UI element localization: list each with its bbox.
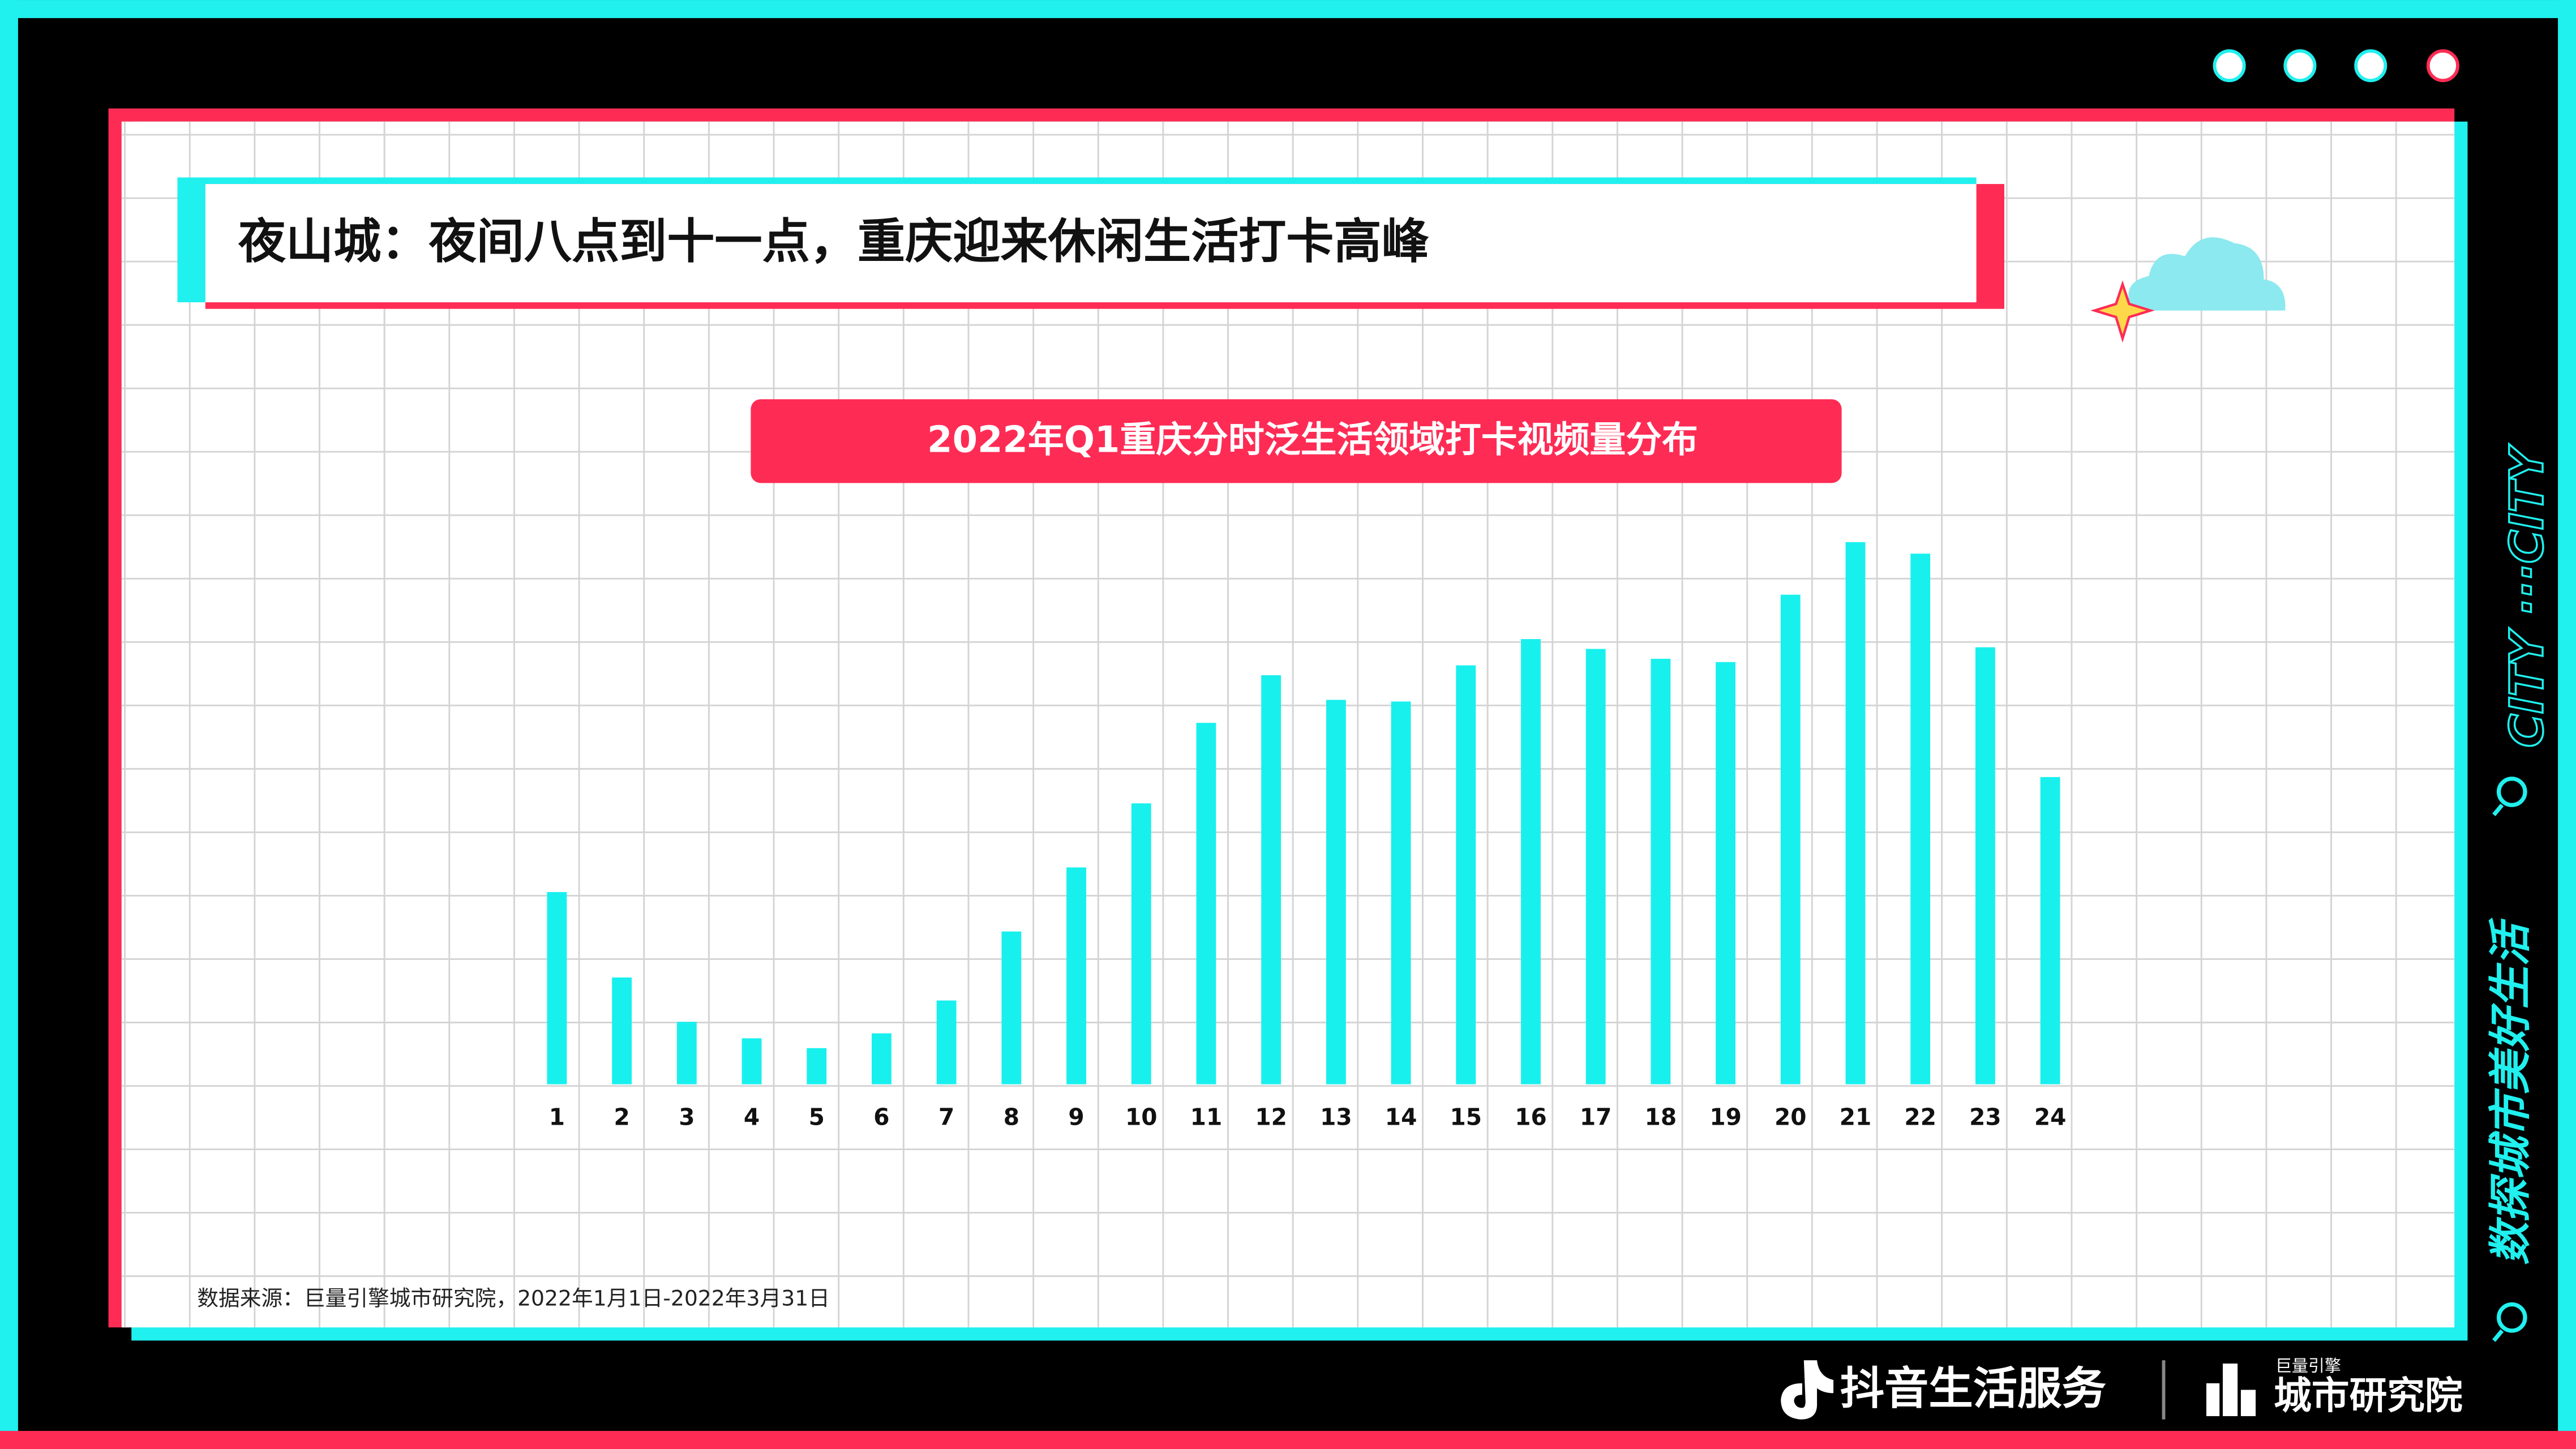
x-tick-label: 18 xyxy=(1645,1104,1677,1131)
side-tag: CITY ···CITY xyxy=(2501,444,2554,747)
side-text: 数探城市美好生活 xyxy=(2485,918,2535,1265)
x-tick-label: 3 xyxy=(679,1104,695,1131)
x-tick-label: 13 xyxy=(1320,1104,1352,1131)
bar xyxy=(1456,665,1476,1084)
footer-divider xyxy=(2162,1360,2166,1420)
bar xyxy=(936,1000,957,1084)
grid xyxy=(121,121,2455,1328)
bar xyxy=(1001,931,1022,1084)
bar xyxy=(1391,701,1411,1084)
x-tick-label: 23 xyxy=(1969,1104,2001,1131)
x-tick-label: 6 xyxy=(873,1104,889,1131)
bar xyxy=(741,1038,762,1084)
x-tick-label: 5 xyxy=(809,1104,825,1131)
panel xyxy=(121,121,2455,1328)
x-tick-label: 20 xyxy=(1775,1104,1807,1131)
bar xyxy=(612,977,632,1084)
bar xyxy=(1066,867,1086,1084)
x-tick-label: 12 xyxy=(1255,1104,1287,1131)
bottom-border xyxy=(0,1431,2576,1449)
bar xyxy=(1716,662,1736,1084)
bar xyxy=(2040,777,2060,1084)
x-tick-label: 22 xyxy=(1904,1104,1936,1131)
page-title: 夜山城：夜间八点到十一点，重庆迎来休闲生活打卡高峰 xyxy=(238,213,1429,269)
x-tick-label: 2 xyxy=(614,1104,629,1131)
bar xyxy=(1845,542,1866,1084)
bar xyxy=(1910,554,1931,1084)
bar xyxy=(547,892,567,1084)
bar xyxy=(807,1048,827,1084)
bar xyxy=(676,1022,697,1084)
chart-title-box xyxy=(751,399,1842,483)
footer-partner: 城市研究院 xyxy=(2274,1374,2463,1418)
x-tick-label: 21 xyxy=(1840,1104,1872,1131)
x-tick-label: 11 xyxy=(1190,1104,1223,1131)
bar xyxy=(1326,700,1346,1084)
footer-partner-small: 巨量引擎 xyxy=(2275,1356,2341,1375)
x-tick-label: 10 xyxy=(1125,1104,1158,1131)
bar xyxy=(1196,723,1216,1084)
bar xyxy=(1585,649,1606,1084)
x-tick-label: 9 xyxy=(1068,1104,1084,1131)
left-border xyxy=(0,0,18,1449)
cloud-decoration xyxy=(2090,237,2286,343)
x-tick-label: 14 xyxy=(1385,1104,1417,1131)
x-tick-label: 1 xyxy=(549,1104,565,1131)
bar xyxy=(872,1033,891,1084)
dots xyxy=(2213,49,2459,83)
top-border xyxy=(0,0,2576,18)
x-tick-label: 7 xyxy=(938,1104,954,1131)
bar xyxy=(1651,658,1671,1084)
x-tick-label: 17 xyxy=(1580,1104,1612,1131)
x-tick-label: 19 xyxy=(1709,1104,1742,1131)
right-border xyxy=(2558,0,2576,1449)
search-icons xyxy=(2492,777,2527,1342)
bar xyxy=(1521,639,1541,1084)
bars: 1 2 3 4 5 6 7 8 9 10 11 12 13 14 15 16 17 18 19 20 21 22 23 24 xyxy=(547,542,2067,1131)
chart-title: 2022年Q1重庆分时泛生活领域打卡视频量分布 xyxy=(927,419,1698,461)
bar xyxy=(1975,647,1995,1084)
bar xyxy=(1131,803,1151,1084)
x-tick-label: 8 xyxy=(1004,1104,1019,1131)
title-box xyxy=(205,184,1977,303)
x-tick-label: 24 xyxy=(2034,1104,2067,1131)
brand-logo xyxy=(1781,1360,1834,1420)
bar xyxy=(1780,594,1801,1084)
partner-logo xyxy=(2206,1364,2256,1416)
x-tick-label: 16 xyxy=(1515,1104,1547,1131)
x-tick-label: 15 xyxy=(1450,1104,1482,1131)
source-note: 数据来源：巨量引擎城市研究院，2022年1月1日-2022年3月31日 xyxy=(197,1285,830,1310)
bar xyxy=(1261,675,1281,1084)
x-tick-label: 4 xyxy=(744,1104,760,1131)
footer-brand: 抖音生活服务 xyxy=(1840,1363,2107,1414)
